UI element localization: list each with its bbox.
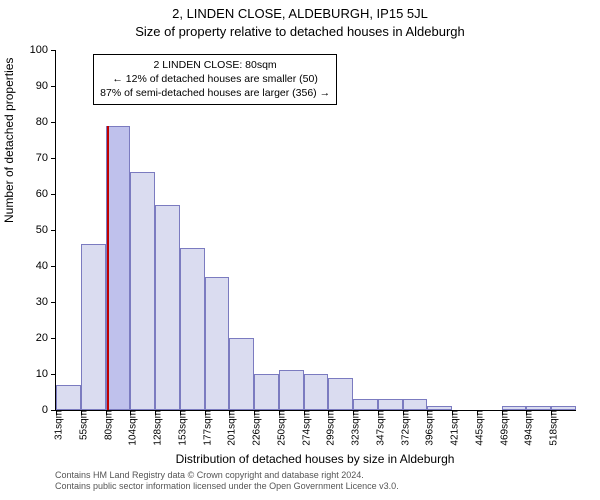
- histogram-bar: [378, 399, 403, 410]
- histogram-bar: [279, 370, 304, 410]
- y-tick-label: 20: [36, 332, 56, 344]
- x-tick-label: 445sqm: [468, 410, 485, 446]
- histogram-bar: [403, 399, 428, 410]
- y-tick-label: 50: [36, 224, 56, 236]
- x-tick-label: 201sqm: [221, 410, 238, 446]
- histogram-plot: 2 LINDEN CLOSE: 80sqm ← 12% of detached …: [55, 50, 576, 411]
- x-tick-label: 274sqm: [295, 410, 312, 446]
- x-tick-label: 55sqm: [72, 410, 89, 440]
- footer-line-2: Contains public sector information licen…: [55, 481, 575, 492]
- histogram-bar: [328, 378, 353, 410]
- y-tick-label: 90: [36, 80, 56, 92]
- y-tick-label: 100: [30, 44, 56, 56]
- histogram-bar: [130, 172, 155, 410]
- x-tick-label: 323sqm: [345, 410, 362, 446]
- x-tick-label: 153sqm: [171, 410, 188, 446]
- histogram-bar: [205, 277, 230, 410]
- x-tick-label: 177sqm: [196, 410, 213, 446]
- page-title-address: 2, LINDEN CLOSE, ALDEBURGH, IP15 5JL: [0, 6, 600, 21]
- x-tick-label: 421sqm: [444, 410, 461, 446]
- footer-line-1: Contains HM Land Registry data © Crown c…: [55, 470, 575, 481]
- x-tick-label: 469sqm: [493, 410, 510, 446]
- x-tick-label: 226sqm: [246, 410, 263, 446]
- x-tick-label: 396sqm: [419, 410, 436, 446]
- x-tick-label: 80sqm: [97, 410, 114, 440]
- x-tick-label: 372sqm: [394, 410, 411, 446]
- y-axis-label: Number of detached properties: [2, 58, 16, 223]
- property-marker-line: [107, 126, 109, 410]
- histogram-bar: [56, 385, 81, 410]
- annotation-line-3: 87% of semi-detached houses are larger (…: [100, 86, 330, 100]
- x-axis-label: Distribution of detached houses by size …: [55, 452, 575, 466]
- histogram-bar: [229, 338, 254, 410]
- histogram-bar: [81, 244, 106, 410]
- x-tick-label: 31sqm: [48, 410, 65, 440]
- histogram-bar: [106, 126, 131, 410]
- y-tick-label: 40: [36, 260, 56, 272]
- footer-attribution: Contains HM Land Registry data © Crown c…: [55, 470, 575, 493]
- x-tick-label: 518sqm: [543, 410, 560, 446]
- x-tick-label: 347sqm: [369, 410, 386, 446]
- y-tick-label: 70: [36, 152, 56, 164]
- histogram-bar: [155, 205, 180, 410]
- y-tick-label: 30: [36, 296, 56, 308]
- x-tick-label: 128sqm: [147, 410, 164, 446]
- x-tick-label: 494sqm: [518, 410, 535, 446]
- x-tick-label: 104sqm: [122, 410, 139, 446]
- histogram-bar: [254, 374, 279, 410]
- y-tick-label: 60: [36, 188, 56, 200]
- y-tick-label: 80: [36, 116, 56, 128]
- histogram-bar: [353, 399, 378, 410]
- x-tick-label: 299sqm: [320, 410, 337, 446]
- y-tick-label: 10: [36, 368, 56, 380]
- histogram-bar: [304, 374, 329, 410]
- x-tick-label: 250sqm: [270, 410, 287, 446]
- annotation-line-2: ← 12% of detached houses are smaller (50…: [100, 72, 330, 86]
- histogram-bar: [180, 248, 205, 410]
- property-annotation-box: 2 LINDEN CLOSE: 80sqm ← 12% of detached …: [93, 54, 337, 105]
- page-title-subtitle: Size of property relative to detached ho…: [0, 24, 600, 39]
- annotation-line-1: 2 LINDEN CLOSE: 80sqm: [100, 58, 330, 72]
- histogram-bar: [551, 406, 576, 410]
